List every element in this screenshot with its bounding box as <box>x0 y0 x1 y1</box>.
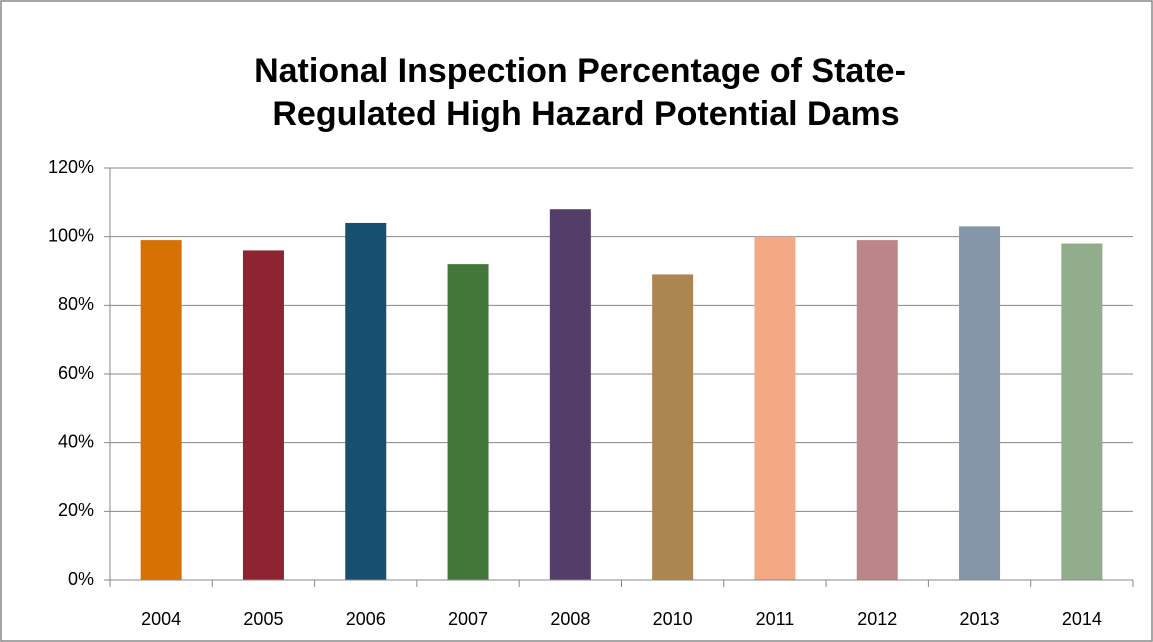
bar <box>959 226 1001 580</box>
bar <box>652 274 694 580</box>
chart-title: National Inspection Percentage of State- <box>254 52 906 90</box>
x-tick-label: 2005 <box>243 609 283 629</box>
bar <box>140 240 182 580</box>
x-tick-label: 2004 <box>141 609 181 629</box>
bar <box>242 250 284 580</box>
x-tick-label: 2008 <box>550 609 590 629</box>
bar <box>1061 243 1103 581</box>
bar <box>345 222 387 580</box>
x-tick-label: 2013 <box>960 609 1000 629</box>
x-tick-label: 2006 <box>346 609 386 629</box>
y-tick-label: 20% <box>58 500 94 520</box>
bar <box>549 209 591 580</box>
bar <box>856 240 898 580</box>
x-tick-label: 2012 <box>857 609 897 629</box>
x-tick-label: 2014 <box>1062 609 1102 629</box>
bar <box>754 236 796 580</box>
y-tick-label: 40% <box>58 431 94 451</box>
y-tick-label: 100% <box>48 225 94 245</box>
y-tick-label: 120% <box>48 157 94 177</box>
x-tick-label: 2011 <box>756 609 795 629</box>
x-tick-label: 2010 <box>653 609 693 629</box>
y-tick-label: 60% <box>58 363 94 383</box>
chart-title: Regulated High Hazard Potential Dams <box>272 95 899 133</box>
y-tick-label: 80% <box>58 294 94 314</box>
y-tick-label: 0% <box>68 569 94 589</box>
x-tick-label: 2007 <box>448 609 488 629</box>
bar <box>447 264 489 580</box>
